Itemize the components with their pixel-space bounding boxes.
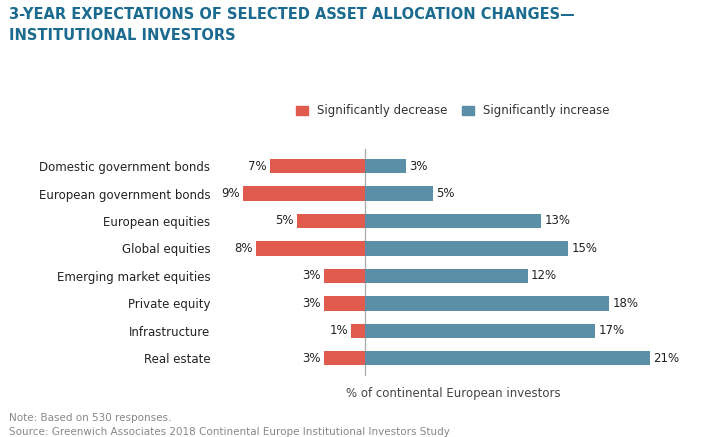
Text: INSTITUTIONAL INVESTORS: INSTITUTIONAL INVESTORS: [9, 28, 235, 43]
Text: 12%: 12%: [531, 270, 557, 282]
Bar: [365, 214, 541, 228]
Text: 18%: 18%: [613, 297, 638, 310]
Bar: [270, 159, 365, 173]
X-axis label: % of continental European investors: % of continental European investors: [346, 387, 560, 400]
Bar: [352, 324, 365, 338]
Text: 3-YEAR EXPECTATIONS OF SELECTED ASSET ALLOCATION CHANGES—: 3-YEAR EXPECTATIONS OF SELECTED ASSET AL…: [9, 7, 574, 21]
Bar: [365, 186, 433, 201]
Text: 3%: 3%: [302, 270, 321, 282]
Text: 3%: 3%: [302, 297, 321, 310]
Bar: [257, 241, 365, 256]
Bar: [324, 351, 365, 365]
Bar: [365, 159, 406, 173]
Bar: [324, 296, 365, 311]
Bar: [365, 324, 595, 338]
Text: 5%: 5%: [275, 215, 293, 228]
Text: 9%: 9%: [221, 187, 239, 200]
Bar: [324, 269, 365, 283]
Text: Note: Based on 530 responses.: Note: Based on 530 responses.: [9, 413, 171, 423]
Bar: [365, 269, 528, 283]
Bar: [365, 296, 609, 311]
Legend: Significantly decrease, Significantly increase: Significantly decrease, Significantly in…: [296, 104, 610, 118]
Text: 5%: 5%: [436, 187, 454, 200]
Text: 21%: 21%: [653, 352, 679, 365]
Text: 7%: 7%: [248, 160, 267, 173]
Bar: [297, 214, 365, 228]
Text: 1%: 1%: [329, 324, 348, 337]
Text: 13%: 13%: [544, 215, 570, 228]
Text: 17%: 17%: [599, 324, 625, 337]
Bar: [365, 351, 649, 365]
Bar: [243, 186, 365, 201]
Text: 8%: 8%: [234, 242, 253, 255]
Text: 3%: 3%: [409, 160, 427, 173]
Text: 3%: 3%: [302, 352, 321, 365]
Bar: [365, 241, 568, 256]
Text: Source: Greenwich Associates 2018 Continental Europe Institutional Investors Stu: Source: Greenwich Associates 2018 Contin…: [9, 427, 449, 437]
Text: 15%: 15%: [572, 242, 597, 255]
